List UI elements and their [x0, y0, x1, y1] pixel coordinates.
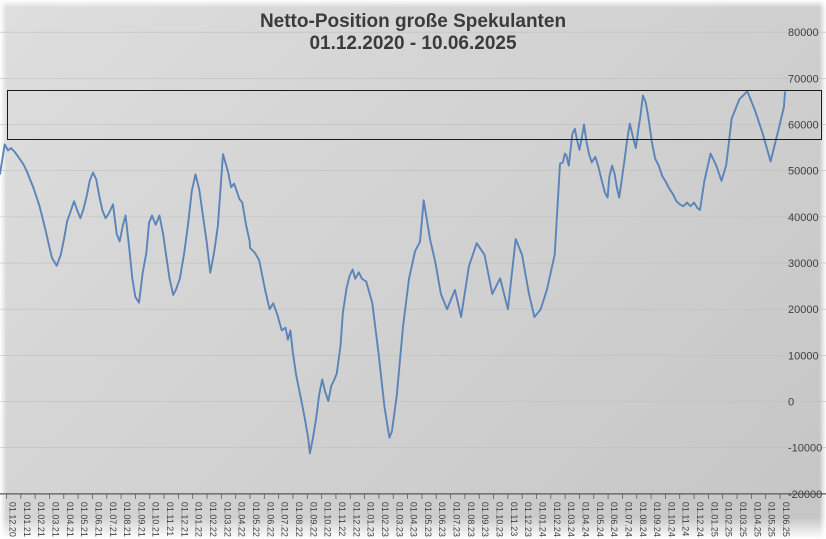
- svg-text:01.06.24: 01.06.24: [609, 502, 619, 537]
- svg-text:01.01.21: 01.01.21: [22, 502, 32, 537]
- svg-text:01.02.23: 01.02.23: [380, 502, 390, 537]
- svg-text:01.11.22: 01.11.22: [337, 502, 347, 536]
- svg-text:01.07.23: 01.07.23: [452, 502, 462, 537]
- svg-text:30000: 30000: [788, 258, 819, 270]
- svg-text:01.02.24: 01.02.24: [552, 502, 562, 537]
- svg-text:01.05.23: 01.05.23: [423, 502, 433, 537]
- svg-text:70000: 70000: [788, 73, 819, 85]
- svg-text:01.03.24: 01.03.24: [566, 502, 576, 537]
- svg-text:01.01.25: 01.01.25: [709, 502, 719, 537]
- svg-text:01.11.21: 01.11.21: [165, 502, 175, 536]
- svg-text:01.04.24: 01.04.24: [580, 502, 590, 537]
- svg-text:-10000: -10000: [788, 443, 822, 455]
- svg-text:01.03.25: 01.03.25: [738, 502, 748, 537]
- svg-text:01.06.22: 01.06.22: [265, 502, 275, 537]
- svg-text:01.08.21: 01.08.21: [122, 502, 132, 537]
- svg-text:01.07.21: 01.07.21: [108, 502, 118, 537]
- svg-text:20000: 20000: [788, 304, 819, 316]
- svg-text:01.01.22: 01.01.22: [194, 502, 204, 537]
- svg-text:01.09.23: 01.09.23: [480, 502, 490, 537]
- svg-text:01.05.25: 01.05.25: [767, 502, 777, 537]
- svg-text:01.05.21: 01.05.21: [79, 502, 89, 537]
- svg-text:01.02.22: 01.02.22: [208, 502, 218, 537]
- svg-text:01.08.23: 01.08.23: [466, 502, 476, 537]
- svg-text:40000: 40000: [788, 212, 819, 224]
- svg-text:0: 0: [788, 397, 794, 409]
- svg-text:01.10.22: 01.10.22: [323, 502, 333, 537]
- svg-text:01.11.24: 01.11.24: [681, 502, 691, 536]
- svg-text:01.12.21: 01.12.21: [179, 502, 189, 537]
- svg-text:01.07.24: 01.07.24: [623, 502, 633, 537]
- svg-text:01.10.21: 01.10.21: [151, 502, 161, 537]
- svg-text:01.08.22: 01.08.22: [294, 502, 304, 537]
- svg-text:01.04.21: 01.04.21: [65, 502, 75, 537]
- svg-text:01.09.22: 01.09.22: [308, 502, 318, 537]
- svg-text:01.12.22: 01.12.22: [351, 502, 361, 537]
- svg-text:01.01.24: 01.01.24: [537, 502, 547, 537]
- svg-text:01.06.25: 01.06.25: [781, 502, 791, 537]
- svg-text:10000: 10000: [788, 350, 819, 362]
- svg-text:01.05.22: 01.05.22: [251, 502, 261, 537]
- svg-text:01.02.25: 01.02.25: [724, 502, 734, 537]
- svg-text:01.04.22: 01.04.22: [237, 502, 247, 537]
- svg-text:01.11.23: 01.11.23: [509, 502, 519, 536]
- svg-text:01.05.24: 01.05.24: [595, 502, 605, 537]
- svg-text:01.06.23: 01.06.23: [437, 502, 447, 537]
- svg-text:01.03.23: 01.03.23: [394, 502, 404, 537]
- svg-text:01.12.23: 01.12.23: [523, 502, 533, 537]
- svg-text:01.04.23: 01.04.23: [409, 502, 419, 537]
- svg-text:50000: 50000: [788, 166, 819, 178]
- svg-text:01.03.21: 01.03.21: [50, 502, 60, 537]
- svg-text:01.02.21: 01.02.21: [36, 502, 46, 537]
- svg-text:01.04.25: 01.04.25: [752, 502, 762, 537]
- svg-text:-20000: -20000: [788, 489, 822, 501]
- svg-text:01.12.20: 01.12.20: [8, 502, 18, 537]
- svg-text:01.12.24: 01.12.24: [695, 502, 705, 537]
- svg-text:01.08.24: 01.08.24: [638, 502, 648, 537]
- svg-text:01.10.23: 01.10.23: [495, 502, 505, 537]
- svg-text:01.09.21: 01.09.21: [136, 502, 146, 537]
- svg-text:01.09.24: 01.09.24: [652, 502, 662, 537]
- svg-text:01.01.23: 01.01.23: [366, 502, 376, 537]
- svg-text:01.03.22: 01.03.22: [222, 502, 232, 537]
- svg-text:01.07.22: 01.07.22: [280, 502, 290, 537]
- svg-text:01.10.24: 01.10.24: [666, 502, 676, 537]
- svg-text:80000: 80000: [788, 27, 819, 39]
- svg-text:01.06.21: 01.06.21: [93, 502, 103, 537]
